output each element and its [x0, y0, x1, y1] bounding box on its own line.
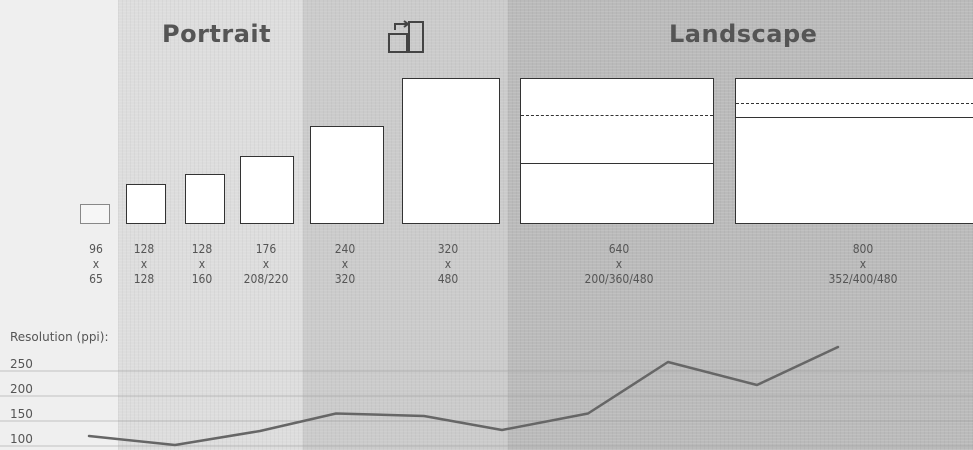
height-400-marker: [736, 103, 973, 104]
screen-128x160: [185, 174, 225, 224]
ppi-tick-labels: 250 200 150 100: [10, 357, 33, 446]
ppi-series-line: [87, 345, 840, 447]
left-margin-band: [0, 0, 118, 450]
screen-128x128: [126, 184, 166, 224]
resolution-label-176x208-220: 176 x 208/220: [243, 242, 289, 286]
resolution-label-128x160: 128 x 160: [191, 242, 213, 286]
resolution-label-640x200-360-480: 640 x 200/360/480: [584, 242, 654, 286]
resolution-ppi-title: Resolution (ppi):: [10, 330, 109, 344]
ppi-gridlines: [0, 370, 973, 447]
resolution-label-128x128: 128 x 128: [133, 242, 155, 286]
portrait-band: [118, 0, 303, 450]
resolution-label-240x320: 240 x 320: [334, 242, 356, 286]
height-360-marker: [521, 115, 713, 116]
middle-band: [303, 0, 508, 450]
rotate-orientation-icon: [388, 20, 424, 53]
portrait-heading: Portrait: [162, 20, 272, 48]
ppi-tick-label-150: 150: [10, 407, 33, 421]
screen-320x480: [402, 78, 500, 224]
screen-640x200-360-480: [520, 78, 714, 224]
screen-240x320: [310, 126, 384, 224]
screen-96x65: [80, 204, 110, 224]
landscape-heading: Landscape: [669, 20, 818, 48]
ppi-tick-label-250: 250: [10, 357, 33, 371]
height-200-marker: [521, 163, 713, 164]
resolution-label-96x65: 96 x 65: [89, 242, 103, 286]
screen-800x352-400-480: [735, 78, 973, 224]
landscape-band: [508, 0, 973, 450]
ppi-tick-label-100: 100: [10, 432, 33, 446]
resolution-label-800x352-400-480: 800 x 352/400/480: [828, 242, 898, 286]
height-352-marker: [736, 117, 973, 118]
screen-176x208-220: [240, 156, 294, 224]
ppi-line-chart: 250 200 150 100: [0, 345, 973, 447]
resolution-label-320x480: 320 x 480: [437, 242, 459, 286]
ppi-tick-label-200: 200: [10, 382, 33, 396]
